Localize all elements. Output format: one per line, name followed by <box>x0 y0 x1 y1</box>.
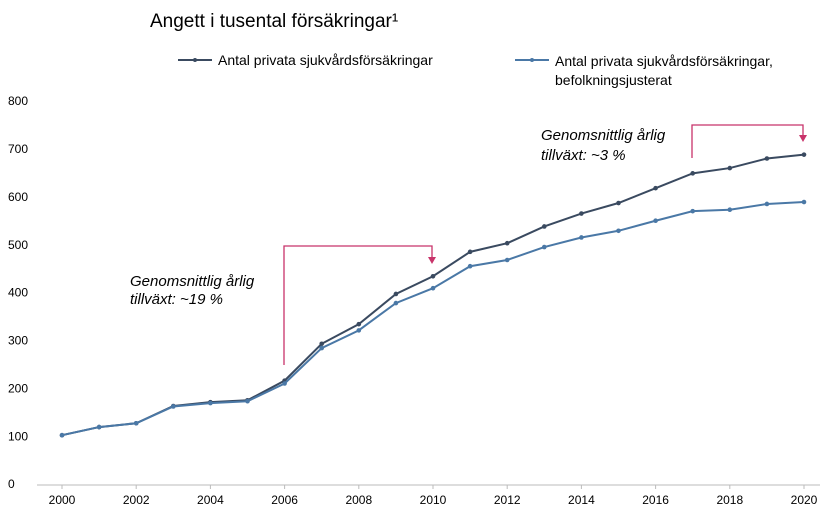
point <box>801 199 807 205</box>
point <box>690 171 695 176</box>
point <box>467 249 473 255</box>
point <box>616 228 621 234</box>
annotation: tillväxt: ~19 % <box>130 291 223 308</box>
point <box>690 208 695 214</box>
x-tick-label: 2020 <box>791 493 818 505</box>
point <box>59 432 65 438</box>
point <box>171 404 176 409</box>
point <box>616 200 621 206</box>
series-line <box>61 201 805 437</box>
legend-marker <box>193 58 197 62</box>
legend-swatch <box>515 58 549 62</box>
legend-marker <box>530 58 534 62</box>
point <box>653 218 658 224</box>
legend-label: Antal privata sjukvårdsförsäkringar <box>218 52 433 68</box>
y-tick-label: 800 <box>8 94 28 108</box>
annotation: Genomsnittlig årlig <box>130 273 255 290</box>
point <box>579 235 584 240</box>
legend-swatch <box>178 58 212 62</box>
x-tick-label: 2014 <box>568 493 595 505</box>
x-tick-label: 2006 <box>271 493 298 505</box>
point <box>542 224 547 229</box>
point <box>356 321 362 327</box>
x-tick-label: 2010 <box>420 493 447 505</box>
point <box>504 240 510 246</box>
point <box>801 152 807 157</box>
x-tick-label: 2018 <box>716 493 743 505</box>
bracket <box>283 245 433 365</box>
x-tick-label: 2016 <box>642 493 669 505</box>
x-tick-label: 2000 <box>49 493 76 505</box>
point <box>764 201 770 207</box>
point <box>430 273 436 279</box>
point <box>467 263 473 269</box>
point <box>208 400 213 406</box>
x-tick-label: 2004 <box>197 493 224 505</box>
point <box>504 257 510 263</box>
annotation: Genomsnittlig årlig <box>541 127 666 144</box>
y-tick-label: 700 <box>8 142 28 156</box>
point <box>542 244 547 250</box>
point <box>96 424 102 430</box>
point <box>727 165 733 171</box>
bracket <box>691 124 804 158</box>
chart-title: Angett i tusental försäkringar¹ <box>150 11 398 32</box>
point <box>133 420 139 426</box>
point <box>245 398 250 404</box>
legend-item: Antal privata sjukvårdsförsäkringar <box>178 52 433 68</box>
x-tick-label: 2002 <box>123 493 150 505</box>
legend-item: Antal privata sjukvårdsförsäkringar, bef… <box>515 52 820 90</box>
x-tick-label: 2008 <box>345 493 372 505</box>
point <box>653 185 658 191</box>
y-tick-label: 500 <box>8 238 28 252</box>
y-tick-label: 600 <box>8 190 28 204</box>
legend-label: Antal privata sjukvårdsförsäkringar, bef… <box>555 53 773 88</box>
y-tick-label: 300 <box>8 334 28 348</box>
point <box>727 207 733 213</box>
annotation: tillväxt: ~3 % <box>541 147 626 164</box>
point <box>319 341 325 347</box>
y-tick-label: 100 <box>8 429 28 443</box>
point <box>356 328 362 333</box>
x-tick-label: 2012 <box>494 493 521 505</box>
y-tick-label: 0 <box>8 477 15 491</box>
point <box>393 291 399 297</box>
arrow-head <box>799 135 807 142</box>
arrow-head <box>428 257 436 264</box>
point <box>430 285 436 291</box>
point <box>579 211 584 216</box>
point <box>764 156 770 161</box>
y-tick-label: 200 <box>8 381 28 395</box>
point <box>319 345 325 351</box>
y-tick-label: 400 <box>8 286 28 300</box>
point <box>393 300 399 306</box>
point <box>282 381 287 386</box>
